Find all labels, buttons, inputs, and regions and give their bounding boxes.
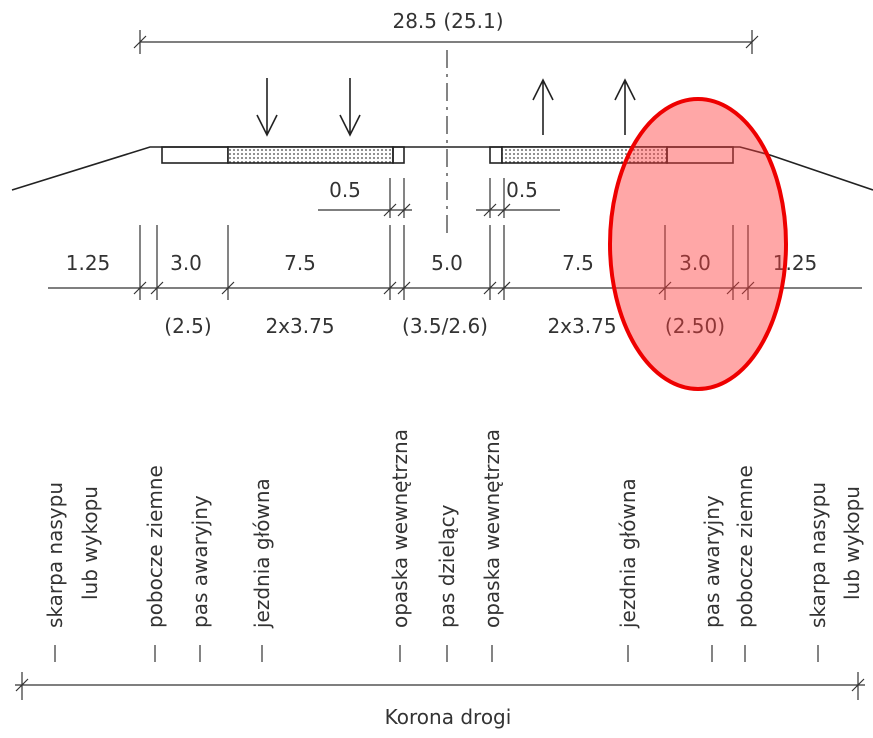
dim: 3.0 bbox=[679, 251, 711, 275]
label: opaska wewnętrzna bbox=[480, 429, 504, 628]
label: pas dzielący bbox=[435, 504, 459, 628]
dim: 2x3.75 bbox=[547, 314, 616, 338]
dim: 7.5 bbox=[562, 251, 594, 275]
dim: (2.5) bbox=[164, 314, 211, 338]
label: pas awaryjny bbox=[700, 495, 724, 628]
label: skarpa nasypu bbox=[43, 482, 67, 628]
label: jezdnia główna bbox=[616, 478, 640, 629]
footer: Korona drogi bbox=[385, 705, 512, 729]
dim: (3.5/2.6) bbox=[402, 314, 488, 338]
dim: 2x3.75 bbox=[265, 314, 334, 338]
label: pobocze ziemne bbox=[733, 465, 757, 628]
overall-width: 28.5 (25.1) bbox=[392, 9, 503, 33]
label: jezdnia główna bbox=[250, 478, 274, 629]
label: lub wykopu bbox=[840, 486, 864, 600]
highlight bbox=[608, 97, 788, 391]
label: pas awaryjny bbox=[188, 495, 212, 628]
dim: 0.5 bbox=[329, 178, 361, 202]
label: lub wykopu bbox=[78, 486, 102, 600]
dim: 5.0 bbox=[431, 251, 463, 275]
dim: 1.25 bbox=[66, 251, 111, 275]
label: skarpa nasypu bbox=[806, 482, 830, 628]
label: pobocze ziemne bbox=[143, 465, 167, 628]
dim: 1.25 bbox=[773, 251, 818, 275]
dim: 0.5 bbox=[506, 178, 538, 202]
dim: 7.5 bbox=[284, 251, 316, 275]
dim: (2.50) bbox=[665, 314, 725, 338]
road-drawing bbox=[11, 30, 873, 700]
dim: 3.0 bbox=[170, 251, 202, 275]
label: opaska wewnętrzna bbox=[388, 429, 412, 628]
